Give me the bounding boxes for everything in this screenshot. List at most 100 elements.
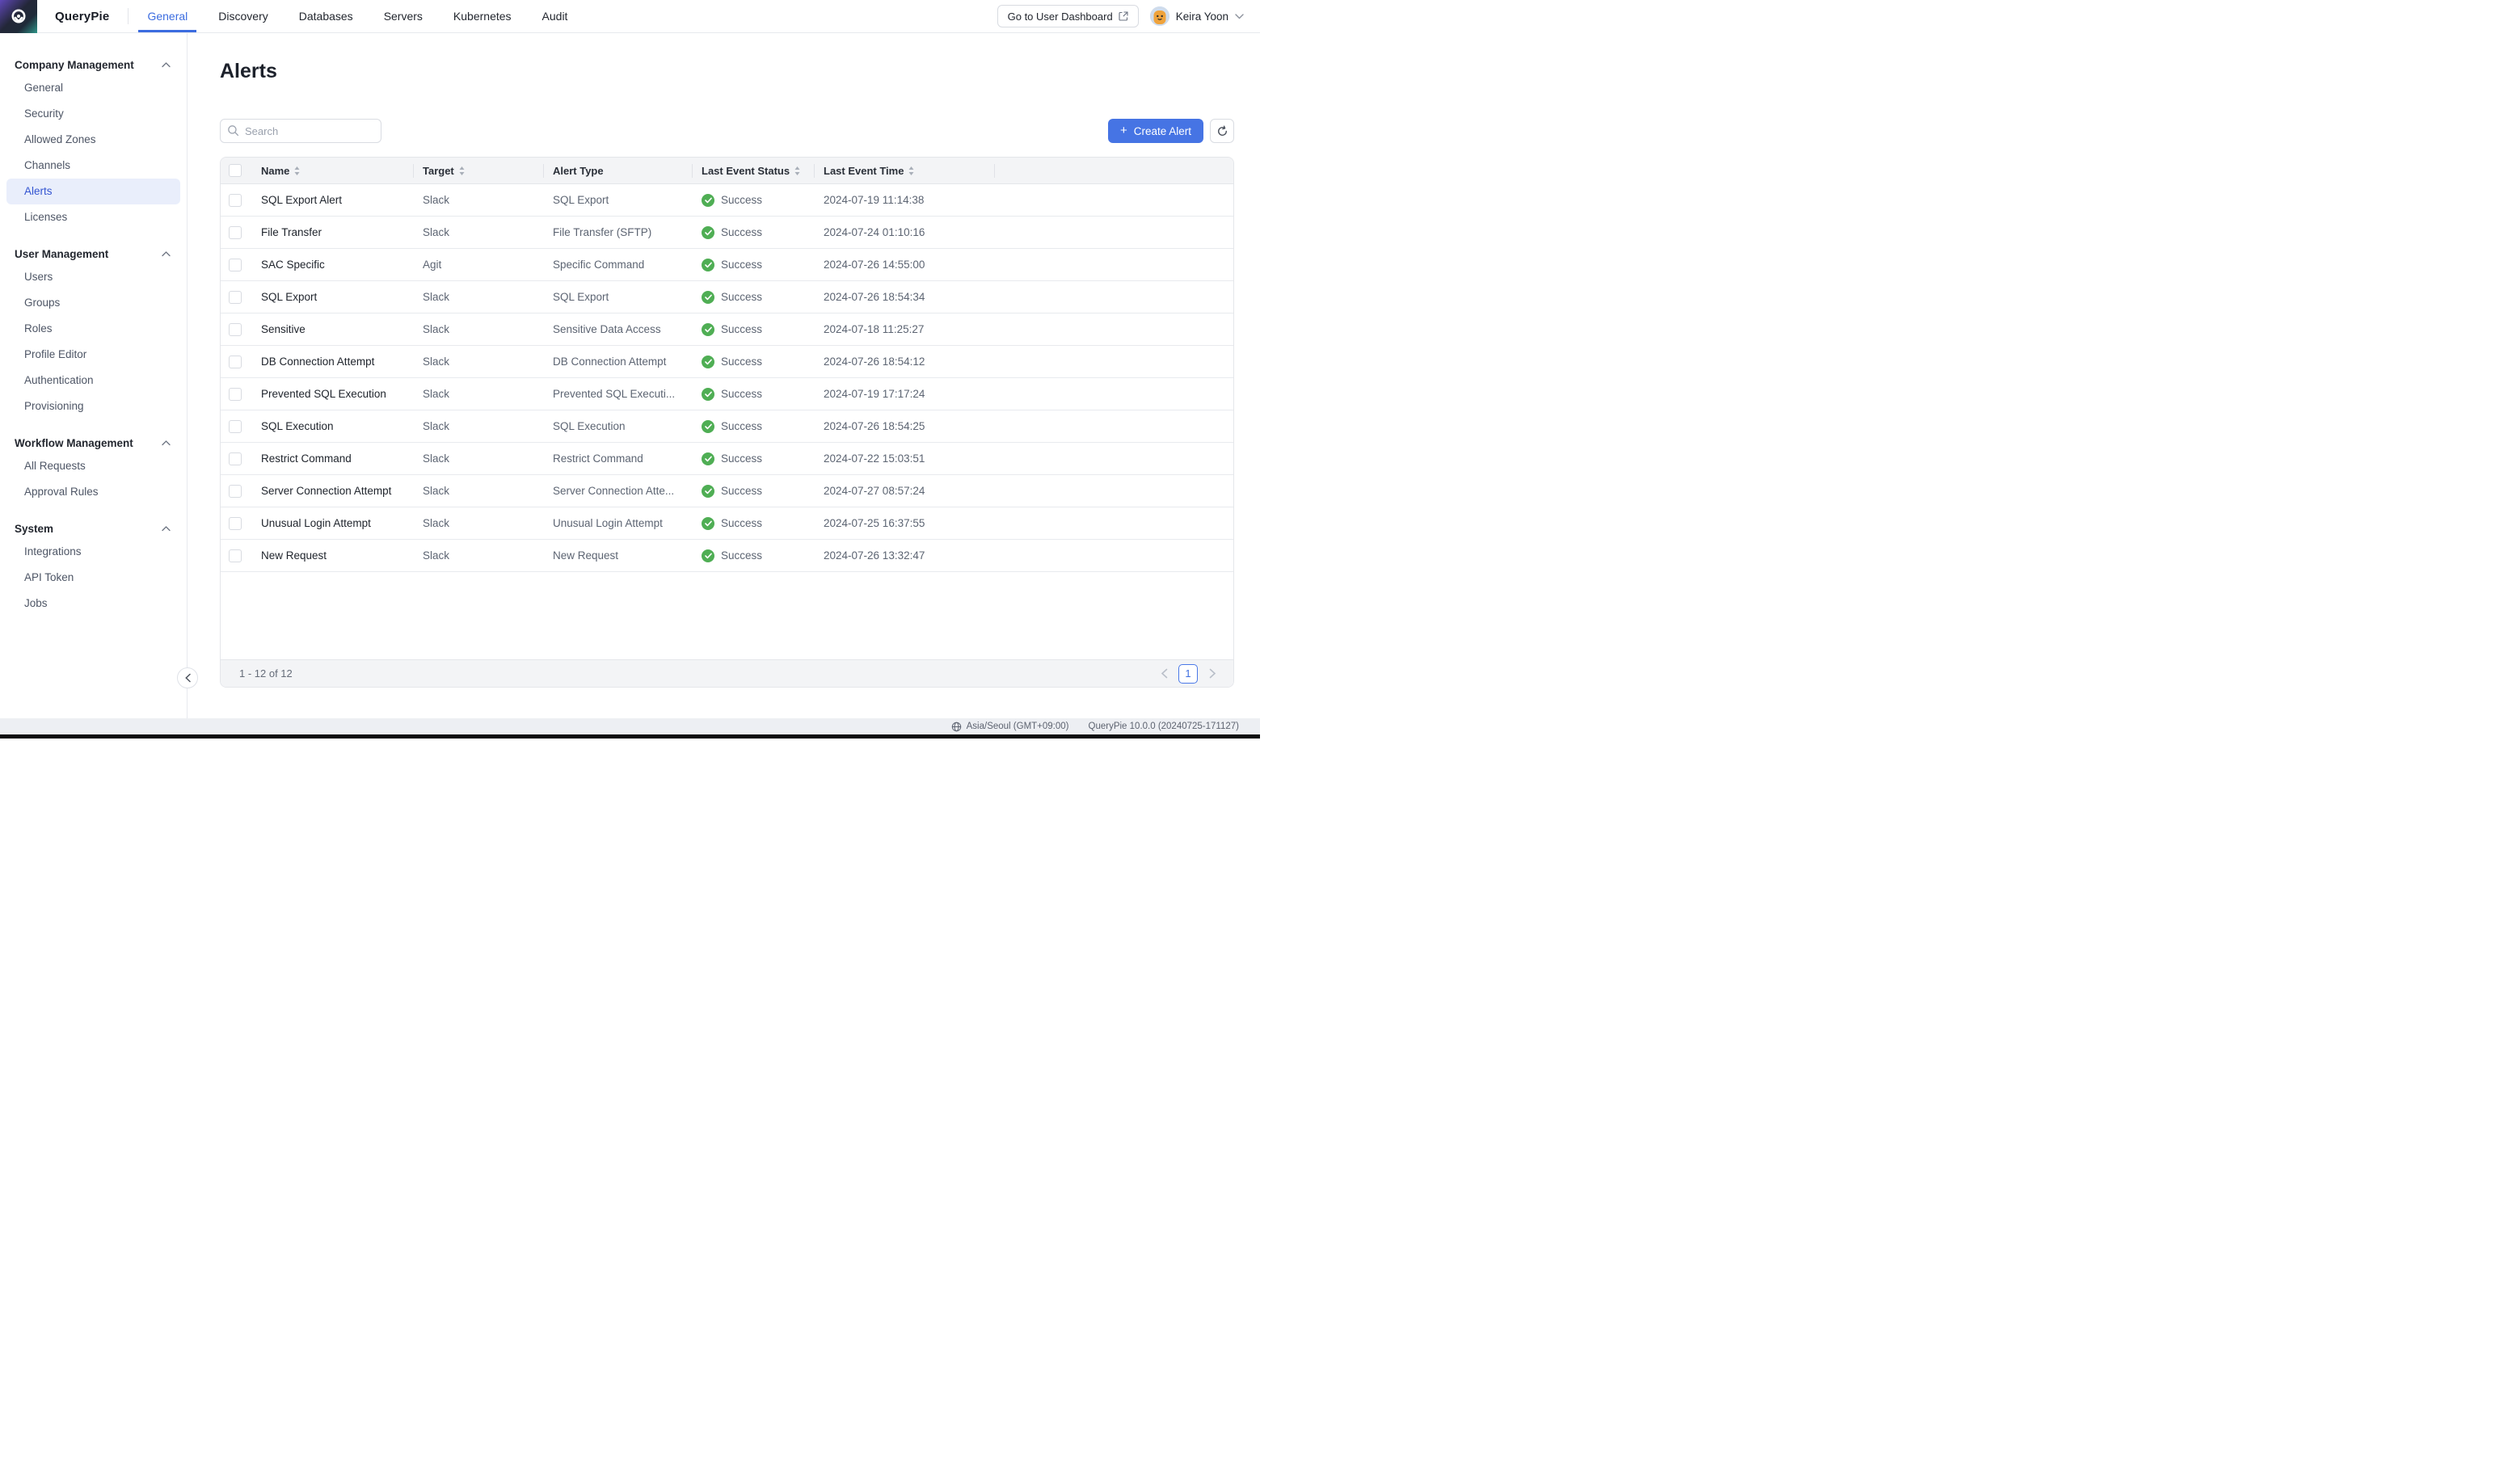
sidebar-section-header-company-management[interactable]: Company Management: [6, 54, 180, 75]
sort-icon[interactable]: [459, 166, 465, 175]
cell-name: SAC Specific: [261, 259, 325, 271]
cell-target: Slack: [423, 291, 450, 303]
status-label: Success: [721, 452, 763, 465]
sidebar-item-authentication[interactable]: Authentication: [24, 374, 94, 386]
header-checkbox-cell: [221, 164, 251, 177]
row-checkbox[interactable]: [229, 452, 242, 465]
refresh-button[interactable]: [1210, 119, 1234, 143]
row-checkbox[interactable]: [229, 387, 242, 401]
table-row[interactable]: Prevented SQL Execution Slack Prevented SQ…: [221, 378, 1233, 410]
search-input[interactable]: [220, 119, 381, 143]
status-label: Success: [721, 420, 763, 432]
globe-icon: [951, 722, 961, 731]
table-row[interactable]: SQL Export Alert Slack SQL Export Success 20…: [221, 184, 1233, 217]
sidebar-item-users[interactable]: Users: [24, 271, 53, 283]
sidebar-section-header-system[interactable]: System: [6, 518, 180, 539]
sidebar-item-jobs[interactable]: Jobs: [24, 597, 48, 609]
cell-last-event-time: 2024-07-26 18:54:34: [824, 291, 925, 303]
cell-name: Sensitive: [261, 323, 306, 335]
sidebar-item-general[interactable]: General: [24, 82, 64, 94]
row-checkbox[interactable]: [229, 516, 242, 530]
check-icon: [704, 359, 712, 364]
sidebar-item-alerts[interactable]: Alerts: [6, 179, 180, 204]
table-row[interactable]: Server Connection Attempt Slack Server Con…: [221, 475, 1233, 507]
user-name: Keira Yoon: [1175, 10, 1228, 23]
table-row[interactable]: New Request Slack New Request Success 2024-0…: [221, 540, 1233, 572]
content-area: Company Management General Security Allowed…: [0, 33, 1260, 718]
table-row[interactable]: Unusual Login Attempt Slack Unusual Login …: [221, 507, 1233, 540]
sidebar-collapse-button[interactable]: [177, 667, 198, 688]
create-alert-button[interactable]: + Create Alert: [1107, 119, 1203, 143]
sidebar-item-provisioning[interactable]: Provisioning: [24, 400, 84, 412]
sidebar-item-allowed-zones[interactable]: Allowed Zones: [24, 133, 96, 145]
row-checkbox[interactable]: [229, 549, 242, 562]
avatar-face-icon: [1149, 6, 1169, 26]
sidebar-section-header-user-management[interactable]: User Management: [6, 243, 180, 264]
sidebar-section-title: User Management: [15, 247, 109, 260]
cell-alert-type: SQL Export: [553, 291, 609, 303]
column-header-name[interactable]: Name: [251, 158, 413, 183]
sidebar-item-groups[interactable]: Groups: [24, 297, 61, 309]
tab-discovery[interactable]: Discovery: [218, 10, 268, 23]
row-checkbox[interactable]: [229, 484, 242, 498]
tab-kubernetes[interactable]: Kubernetes: [453, 10, 512, 23]
cell-name: New Request: [261, 549, 327, 562]
sidebar-item-roles[interactable]: Roles: [24, 322, 53, 335]
sidebar-item-licenses[interactable]: Licenses: [24, 211, 68, 223]
tab-servers[interactable]: Servers: [383, 10, 423, 23]
table-row[interactable]: Restrict Command Slack Restrict Command Suc…: [221, 443, 1233, 475]
user-menu[interactable]: Keira Yoon: [1149, 6, 1244, 26]
status-label: Success: [721, 485, 763, 497]
row-checkbox[interactable]: [229, 193, 242, 207]
cell-last-event-time: 2024-07-26 14:55:00: [824, 259, 925, 271]
sort-icon[interactable]: [794, 166, 800, 175]
select-all-checkbox[interactable]: [229, 164, 242, 177]
alerts-table: Name Target Alert Type Last Event Status Las…: [220, 157, 1234, 688]
row-checkbox-cell: [221, 290, 251, 304]
table-row[interactable]: File Transfer Slack File Transfer (SFTP) Su…: [221, 217, 1233, 249]
check-circle-icon: [702, 193, 714, 207]
tab-audit[interactable]: Audit: [542, 10, 568, 23]
top-nav: QueryPie General Discovery Databases Server…: [0, 0, 1260, 33]
cell-last-event-status: Success: [692, 313, 814, 345]
next-page-button[interactable]: [1206, 667, 1219, 680]
external-link-icon: [1119, 11, 1128, 21]
sort-icon[interactable]: [294, 166, 300, 175]
table-row[interactable]: DB Connection Attempt Slack DB Connection …: [221, 346, 1233, 378]
row-checkbox-cell: [221, 355, 251, 368]
previous-page-button[interactable]: [1157, 667, 1170, 680]
table-row[interactable]: Sensitive Slack Sensitive Data Access Succe…: [221, 313, 1233, 346]
row-checkbox[interactable]: [229, 322, 242, 336]
page-title: Alerts: [220, 60, 277, 82]
sidebar-item-api-token[interactable]: API Token: [24, 571, 74, 583]
sidebar-item-channels[interactable]: Channels: [24, 159, 71, 171]
table-row[interactable]: SQL Execution Slack SQL Execution Success 20…: [221, 410, 1233, 443]
sidebar-item-approval-rules[interactable]: Approval Rules: [24, 486, 99, 498]
row-checkbox[interactable]: [229, 258, 242, 271]
table-row[interactable]: SQL Export Slack SQL Export Success 2024-07-…: [221, 281, 1233, 313]
row-checkbox[interactable]: [229, 225, 242, 239]
chevron-right-icon: [1209, 668, 1216, 679]
sidebar-item-profile-editor[interactable]: Profile Editor: [24, 348, 87, 360]
row-checkbox[interactable]: [229, 355, 242, 368]
column-header-last-event-time[interactable]: Last Event Time: [814, 158, 994, 183]
go-to-user-dashboard-label: Go to User Dashboard: [1007, 10, 1113, 23]
sidebar-item-all-requests[interactable]: All Requests: [24, 460, 86, 472]
row-checkbox[interactable]: [229, 290, 242, 304]
sort-icon[interactable]: [908, 166, 914, 175]
go-to-user-dashboard-button[interactable]: Go to User Dashboard: [997, 5, 1139, 27]
querypie-logo-icon[interactable]: [0, 0, 37, 33]
tab-general[interactable]: General: [138, 0, 197, 32]
sidebar-section-title: Company Management: [15, 58, 134, 71]
column-header-target[interactable]: Target: [413, 158, 543, 183]
sidebar-section-header-workflow-management[interactable]: Workflow Management: [6, 432, 180, 453]
row-checkbox[interactable]: [229, 419, 242, 433]
cell-target: Slack: [423, 323, 450, 335]
sidebar-item-security[interactable]: Security: [24, 107, 64, 120]
sidebar-item-integrations[interactable]: Integrations: [24, 545, 82, 558]
row-checkbox-cell: [221, 549, 251, 562]
table-row[interactable]: SAC Specific Agit Specific Command Success 2…: [221, 249, 1233, 281]
tab-databases[interactable]: Databases: [298, 10, 353, 23]
column-header-last-event-status[interactable]: Last Event Status: [692, 158, 814, 183]
page-number-button[interactable]: 1: [1178, 663, 1198, 684]
